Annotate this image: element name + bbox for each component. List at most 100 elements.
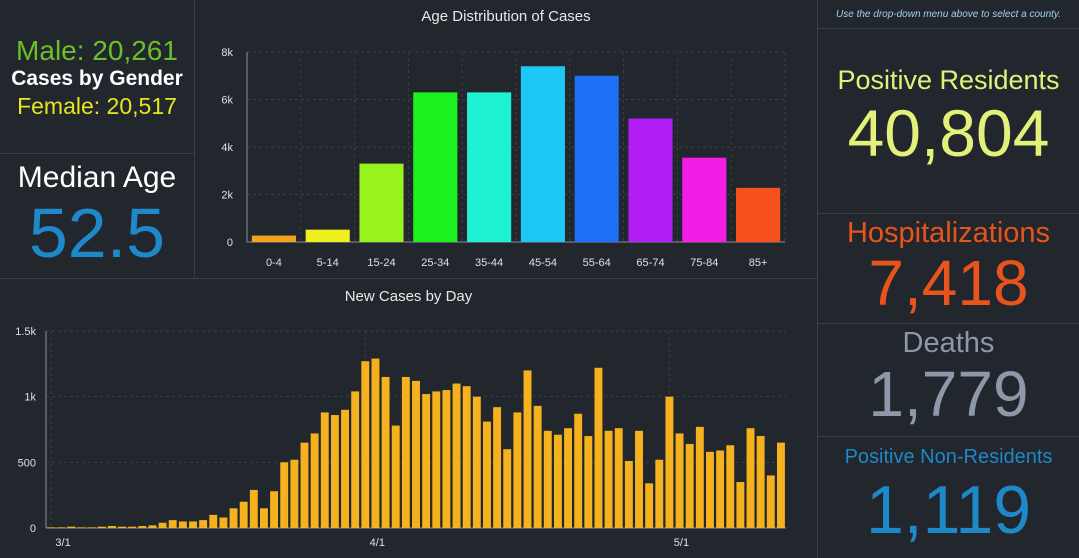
day-bar [67,526,76,528]
age-bar-65-74 [628,118,673,242]
median-age-panel: Median Age 52.5 [0,154,194,278]
age-x-tick-label: 75-84 [690,257,718,269]
day-bar [716,450,725,528]
day-bar [635,430,643,528]
positive-residents-label: Positive Residents [837,65,1060,95]
day-bar [675,433,684,528]
day-bar [57,527,66,528]
day-bar [249,489,258,528]
day-bar [259,508,268,528]
day-bar [158,522,167,528]
age-bar-35-44 [467,92,512,242]
age-bar-45-54 [520,66,565,242]
day-bar [381,376,390,528]
day-bar [564,428,573,528]
kpi-deaths: Deaths 1,779 [818,324,1079,436]
day-bar [746,428,755,528]
non-residents-value: 1,119 [865,472,1032,548]
day-bar [685,443,694,528]
median-age-value: 52.5 [28,194,166,272]
day-bar [138,526,147,528]
day-bar [351,391,360,528]
positive-residents-value: 40,804 [847,96,1050,170]
kpi-hospitalizations: Hospitalizations 7,418 [818,214,1079,323]
day-bar [168,520,177,528]
age-y-tick-label: 0 [227,237,233,249]
day-bar [503,449,512,528]
age-bar-15-24 [359,163,404,242]
day-bar [280,462,289,528]
day-bar [87,527,96,528]
day-x-tick-label: 3/1 [55,537,70,549]
age-y-tick-label: 2k [221,190,233,202]
day-bar [736,482,745,528]
day-bar [330,415,339,528]
age-bar-5-14 [305,229,350,242]
day-bar [452,383,461,528]
age-x-tick-label: 85+ [749,257,768,269]
day-bar [766,475,775,528]
median-age-label: Median Age [17,161,177,194]
non-residents-label: Positive Non-Residents [844,446,1053,468]
female-count: Female: 20,517 [17,93,177,119]
day-bar [371,358,380,528]
day-bar [726,445,735,528]
day-bar [178,521,187,528]
day-bar [584,436,593,528]
day-bar [118,526,126,528]
age-x-tick-label: 5-14 [317,257,339,269]
day-bar [614,428,623,528]
day-y-tick-label: 1k [24,392,36,404]
day-bar [493,407,502,528]
day-bar [756,436,765,528]
day-bar [574,413,583,528]
day-bar [462,386,471,528]
day-y-tick-label: 0 [30,523,36,535]
age-bar-0-4 [251,235,296,242]
age-x-tick-label: 15-24 [367,257,395,269]
day-bar [77,527,86,528]
day-bar [47,527,56,528]
day-bar [239,501,248,528]
day-bar [604,430,613,528]
day-y-tick-label: 1.5k [15,326,36,338]
hospitalizations-value: 7,418 [868,247,1029,319]
deaths-label: Deaths [902,327,995,359]
county-select-notice: Use the drop-down menu above to select a… [818,0,1079,28]
day-bar [320,412,329,528]
age-x-tick-label: 0-4 [266,257,282,269]
age-y-tick-label: 6k [221,95,233,107]
male-count: Male: 20,261 [16,35,178,66]
age-bar-85+ [736,187,781,242]
day-bar [645,483,654,528]
day-bar [270,491,279,528]
age-chart-svg: 0 2k 4k 6k 8k 0-4 5-14 15-24 25-34 35-44 45-54 55-6… [221,47,786,269]
day-chart-title: New Cases by Day [344,288,473,305]
day-bar [229,508,238,528]
new-cases-chart: New Cases by Day 0 500 1k 1.5k 3/1 4/1 5/1 [0,279,817,558]
kpi-non-residents: Positive Non-Residents 1,119 [818,437,1079,558]
day-bar [107,526,116,528]
day-bar [706,451,714,528]
day-bar [209,514,218,528]
age-x-tick-label: 55-64 [583,257,611,269]
age-x-tick-label: 45-54 [529,257,557,269]
day-bar [310,433,319,528]
day-bar [523,370,532,528]
age-distribution-chart: Age Distribution of Cases 0 2k 4k 6k 8k 0-4 5-… [195,0,817,278]
day-bar [391,425,400,528]
day-bar [189,521,197,528]
day-bar [128,526,137,528]
kpi-positive-residents: Positive Residents 40,804 [818,29,1079,213]
deaths-value: 1,779 [868,358,1029,430]
gender-panel: Male: 20,261 Cases by Gender Female: 20,… [0,0,194,153]
day-bar [442,390,451,528]
age-chart-title: Age Distribution of Cases [421,8,591,25]
age-y-tick-label: 4k [221,142,233,154]
day-bar [97,526,106,528]
age-x-tick-label: 65-74 [636,257,664,269]
day-bar [483,421,491,528]
day-bar [290,459,299,528]
day-bar [695,426,704,528]
day-bar [341,409,349,528]
